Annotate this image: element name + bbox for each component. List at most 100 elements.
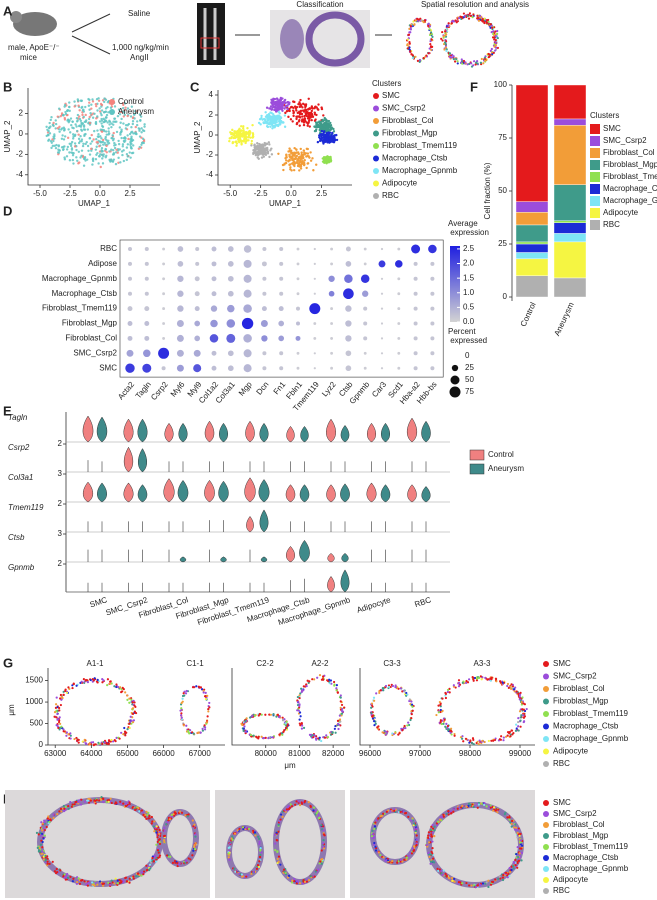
cell-point: [91, 100, 95, 103]
spot: [67, 804, 70, 808]
spot: [281, 719, 285, 722]
dot: [211, 246, 217, 252]
spot: [276, 839, 279, 842]
schematic: [10, 3, 392, 68]
spot: [425, 843, 428, 847]
cell-point: [113, 146, 117, 150]
cell-point: [314, 118, 317, 121]
spot: [441, 697, 444, 700]
spot: [257, 835, 260, 838]
spot: [128, 877, 131, 880]
spot: [464, 681, 468, 685]
cell-point: [115, 120, 118, 123]
x-tick-label: 0.0: [286, 189, 298, 198]
cell-point: [50, 146, 53, 150]
spot: [105, 801, 108, 804]
spot: [65, 691, 69, 694]
spot: [492, 739, 495, 742]
cell-point: [303, 103, 306, 106]
spot: [381, 814, 384, 817]
legend-marker: [543, 811, 549, 817]
cell-point: [77, 137, 81, 141]
cell-point: [76, 99, 80, 103]
spot: [453, 734, 456, 737]
spot: [335, 689, 338, 692]
x-axis-label: μm: [284, 761, 296, 770]
spot: [227, 856, 230, 859]
cell-point: [289, 163, 292, 166]
cell-point: [64, 112, 68, 116]
spot: [516, 828, 519, 832]
cell-point: [112, 151, 116, 155]
cell-point: [123, 109, 126, 112]
legend-marker: [373, 168, 379, 174]
cell-point: [83, 120, 87, 124]
cell-point: [310, 105, 314, 108]
spot: [401, 860, 404, 863]
spot: [282, 868, 286, 871]
spot: [489, 806, 492, 809]
spot: [69, 800, 72, 804]
spot: [131, 712, 135, 715]
dot: [243, 304, 252, 313]
spot: [256, 864, 260, 867]
spot: [477, 17, 480, 20]
spot: [446, 688, 450, 692]
legend-marker: [109, 109, 115, 115]
spot: [422, 57, 425, 60]
spot: [84, 679, 87, 682]
spot: [130, 719, 133, 722]
spot: [444, 46, 448, 49]
cell-point: [60, 137, 64, 140]
cell-point: [126, 143, 130, 146]
cell-point: [250, 144, 253, 147]
spot: [391, 732, 394, 735]
cell-point: [70, 123, 73, 127]
spot: [126, 694, 129, 697]
cell-point: [270, 118, 274, 121]
spot: [110, 801, 113, 805]
spot: [55, 696, 58, 699]
spot: [115, 683, 118, 686]
spot: [136, 872, 140, 875]
cell-point: [275, 115, 279, 119]
cell-point: [259, 123, 262, 126]
spot: [116, 882, 119, 885]
spot: [490, 31, 493, 34]
spot: [317, 868, 320, 871]
spot: [441, 873, 444, 876]
cell-point: [56, 127, 59, 130]
spot: [252, 870, 255, 874]
spot: [314, 809, 317, 813]
spot: [385, 810, 388, 813]
cell-point: [332, 137, 336, 141]
cell-point: [292, 168, 296, 172]
spot: [244, 719, 247, 723]
spot: [189, 729, 192, 732]
spot: [59, 722, 62, 725]
spot: [372, 720, 376, 723]
violin: [341, 553, 349, 563]
spot: [204, 726, 207, 729]
cell-point: [300, 151, 303, 154]
spot: [180, 811, 184, 814]
spot: [149, 859, 152, 862]
row-label: Adipose: [88, 259, 117, 268]
dot: [313, 367, 316, 370]
spot: [479, 675, 482, 678]
spot: [124, 734, 127, 737]
cell-point: [100, 150, 103, 153]
dot: [430, 306, 435, 311]
spot: [208, 701, 211, 705]
legend-label: Fibroblast_Tmem119: [553, 709, 629, 718]
spot: [373, 699, 376, 702]
cell-point: [273, 97, 277, 101]
cell-point: [63, 135, 67, 138]
spot: [406, 724, 409, 727]
spot: [124, 731, 127, 734]
spot: [44, 854, 47, 858]
spot: [312, 806, 316, 809]
cell-point: [280, 103, 284, 106]
spot: [468, 884, 471, 887]
x-tick-label: 96000: [359, 749, 382, 758]
